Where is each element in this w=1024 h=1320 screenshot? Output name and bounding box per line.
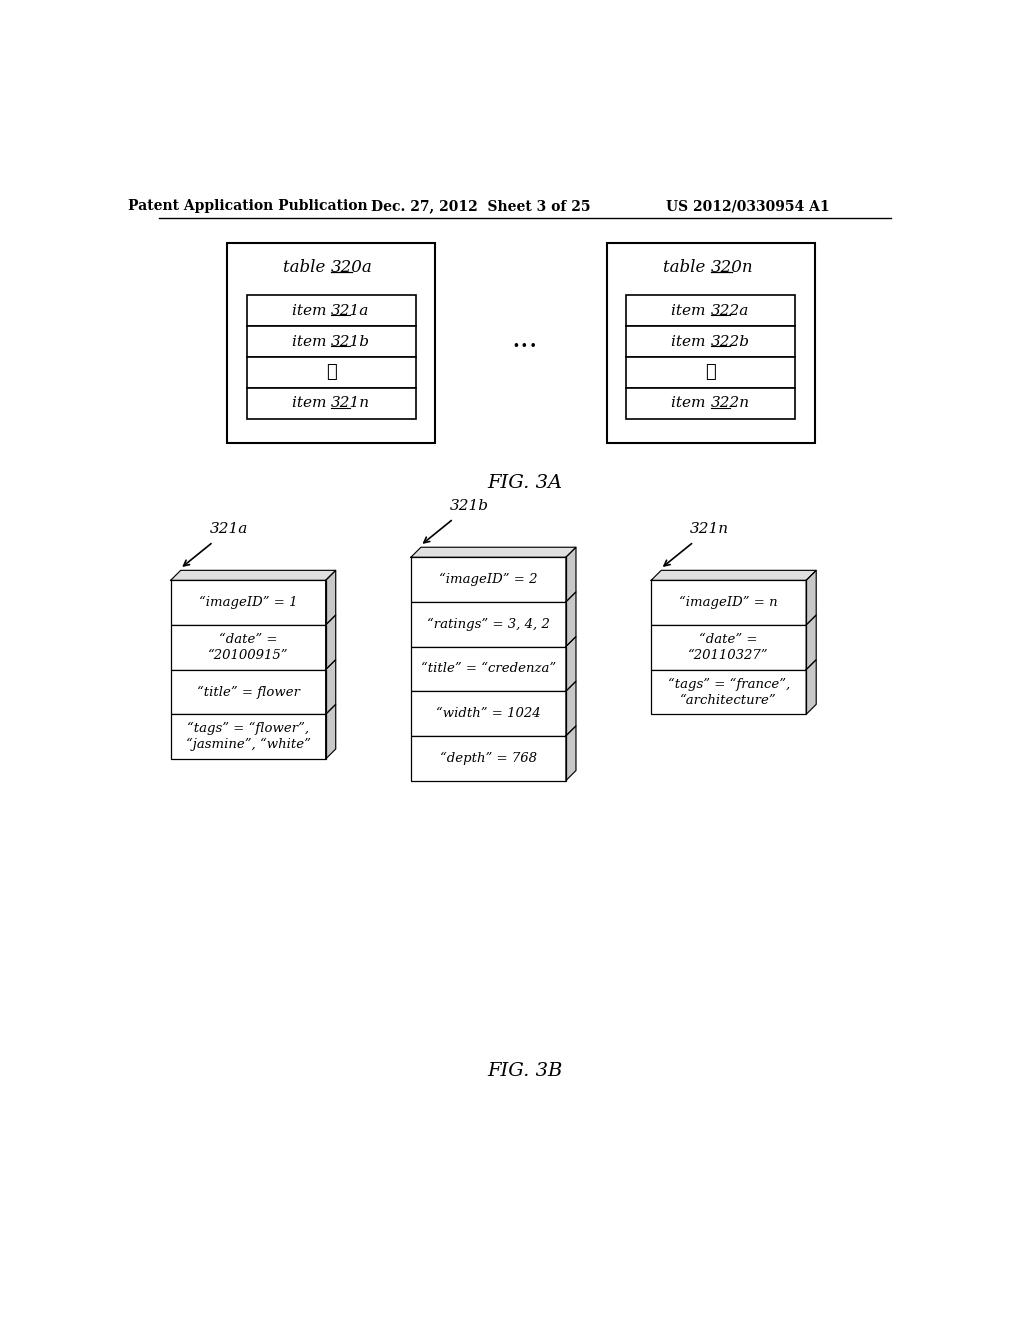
Text: “imageID” = 2: “imageID” = 2 — [439, 573, 538, 586]
Text: ...: ... — [511, 326, 539, 352]
Polygon shape — [326, 615, 336, 669]
Text: ⋮: ⋮ — [706, 363, 716, 381]
Text: item: item — [672, 304, 711, 318]
Text: 320n: 320n — [711, 259, 754, 276]
Text: 322b: 322b — [711, 335, 750, 348]
Text: “imageID” = 1: “imageID” = 1 — [199, 597, 297, 610]
Text: 321n: 321n — [331, 396, 370, 411]
Polygon shape — [566, 591, 575, 647]
Text: “tags” = “flower”,
“jasmine”, “white”: “tags” = “flower”, “jasmine”, “white” — [185, 722, 310, 751]
Text: 321n: 321n — [690, 521, 729, 536]
Bar — [227, 243, 435, 444]
Bar — [627, 296, 796, 326]
Polygon shape — [411, 548, 575, 557]
Bar — [171, 581, 326, 626]
Text: “tags” = “france”,
“architecture”: “tags” = “france”, “architecture” — [668, 677, 790, 706]
Text: 321a: 321a — [209, 521, 248, 536]
Bar — [651, 626, 806, 669]
Bar — [247, 326, 416, 358]
Text: item: item — [292, 396, 331, 411]
Text: FIG. 3A: FIG. 3A — [487, 474, 562, 492]
Bar — [411, 602, 566, 647]
Text: item: item — [292, 304, 331, 318]
Bar — [411, 557, 566, 602]
Polygon shape — [566, 548, 575, 602]
Polygon shape — [566, 636, 575, 692]
Text: 320a: 320a — [331, 259, 373, 276]
Text: item: item — [672, 335, 711, 348]
Bar — [627, 388, 796, 418]
Text: Dec. 27, 2012  Sheet 3 of 25: Dec. 27, 2012 Sheet 3 of 25 — [371, 199, 591, 213]
Polygon shape — [651, 570, 816, 581]
Text: “date” =
“20110327”: “date” = “20110327” — [688, 632, 769, 661]
Text: “title” = flower: “title” = flower — [197, 685, 300, 698]
Polygon shape — [566, 681, 575, 737]
Bar — [171, 714, 326, 759]
Polygon shape — [326, 570, 336, 626]
Bar — [627, 358, 796, 388]
Text: table: table — [284, 259, 331, 276]
Polygon shape — [326, 705, 336, 759]
Polygon shape — [806, 660, 816, 714]
Bar — [411, 737, 566, 780]
Bar — [247, 296, 416, 326]
Text: “date” =
“20100915”: “date” = “20100915” — [208, 632, 289, 661]
Text: 321b: 321b — [331, 335, 370, 348]
Bar — [171, 669, 326, 714]
Text: item: item — [292, 335, 331, 348]
Bar — [411, 692, 566, 737]
Polygon shape — [566, 726, 575, 780]
Text: FIG. 3B: FIG. 3B — [487, 1061, 562, 1080]
Bar — [247, 388, 416, 418]
Text: table: table — [664, 259, 711, 276]
Polygon shape — [326, 660, 336, 714]
Bar — [171, 626, 326, 669]
Bar — [411, 647, 566, 692]
Polygon shape — [806, 615, 816, 669]
Bar — [651, 581, 806, 626]
Bar — [651, 669, 806, 714]
Bar — [247, 358, 416, 388]
Text: 322n: 322n — [711, 396, 750, 411]
Text: “width” = 1024: “width” = 1024 — [436, 708, 541, 721]
Text: “ratings” = 3, 4, 2: “ratings” = 3, 4, 2 — [427, 618, 550, 631]
Polygon shape — [171, 570, 336, 581]
Text: “imageID” = n: “imageID” = n — [679, 597, 778, 610]
Text: 322a: 322a — [711, 304, 750, 318]
Polygon shape — [806, 570, 816, 626]
Text: item: item — [672, 396, 711, 411]
Text: Patent Application Publication: Patent Application Publication — [128, 199, 368, 213]
Bar — [607, 243, 815, 444]
Text: “title” = “credenza”: “title” = “credenza” — [421, 663, 556, 676]
Text: “depth” = 768: “depth” = 768 — [440, 751, 537, 764]
Text: 321a: 321a — [331, 304, 370, 318]
Text: ⋮: ⋮ — [326, 363, 337, 381]
Bar — [627, 326, 796, 358]
Text: 321b: 321b — [450, 499, 488, 512]
Text: US 2012/0330954 A1: US 2012/0330954 A1 — [667, 199, 829, 213]
